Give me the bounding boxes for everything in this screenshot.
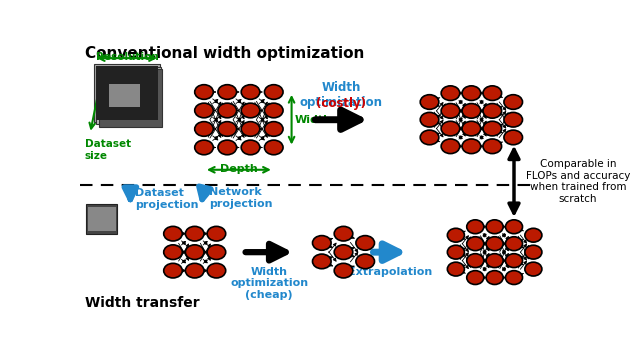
Ellipse shape [218,140,237,155]
FancyBboxPatch shape [94,64,160,122]
Ellipse shape [207,263,226,278]
Text: Dataset
projection: Dataset projection [135,188,198,210]
Ellipse shape [264,103,283,118]
Text: Conventional width optimization: Conventional width optimization [84,46,364,61]
FancyBboxPatch shape [96,67,161,124]
Ellipse shape [356,236,374,250]
Ellipse shape [241,122,260,136]
Ellipse shape [483,86,502,100]
Ellipse shape [312,236,331,250]
Ellipse shape [264,85,283,99]
FancyBboxPatch shape [86,204,117,234]
Ellipse shape [334,226,353,241]
Ellipse shape [334,245,353,260]
Ellipse shape [525,262,542,276]
Ellipse shape [164,263,182,278]
Ellipse shape [264,140,283,155]
Ellipse shape [483,121,502,136]
Ellipse shape [525,228,542,242]
Ellipse shape [312,254,331,269]
Ellipse shape [447,228,465,242]
Ellipse shape [504,130,522,145]
Ellipse shape [420,112,439,127]
Ellipse shape [441,139,460,153]
Text: Depth: Depth [220,164,258,174]
Ellipse shape [195,122,213,136]
Ellipse shape [483,104,502,118]
Ellipse shape [486,237,503,251]
Ellipse shape [462,104,481,118]
Ellipse shape [195,85,213,99]
Ellipse shape [186,245,204,260]
Text: Resolution: Resolution [95,52,158,62]
Ellipse shape [186,226,204,241]
Ellipse shape [467,237,484,251]
Ellipse shape [447,245,465,259]
Ellipse shape [525,245,542,259]
Ellipse shape [441,104,460,118]
Text: Comparable in
FLOPs and accuracy
when trained from
scratch: Comparable in FLOPs and accuracy when tr… [525,159,630,204]
Ellipse shape [241,85,260,99]
Ellipse shape [334,263,353,278]
Text: Width: Width [294,115,332,125]
Ellipse shape [504,112,522,127]
Text: (costly): (costly) [316,96,366,110]
Ellipse shape [504,95,522,109]
Ellipse shape [264,122,283,136]
FancyBboxPatch shape [109,84,140,107]
Ellipse shape [207,226,226,241]
Ellipse shape [486,220,503,234]
Ellipse shape [441,121,460,136]
Text: Network
projection: Network projection [209,188,272,209]
Ellipse shape [164,226,182,241]
Ellipse shape [462,121,481,136]
Ellipse shape [241,140,260,155]
Ellipse shape [506,220,522,234]
Text: Width transfer: Width transfer [84,296,199,310]
Ellipse shape [218,103,237,118]
Ellipse shape [486,254,503,268]
Ellipse shape [506,271,522,284]
Ellipse shape [356,254,374,269]
Ellipse shape [467,254,484,268]
Text: Width
optimization
(cheap): Width optimization (cheap) [230,267,308,300]
FancyBboxPatch shape [95,66,158,120]
Ellipse shape [164,245,182,260]
Ellipse shape [420,130,439,145]
Ellipse shape [195,103,213,118]
Ellipse shape [218,85,237,99]
Text: Width
optimization: Width optimization [300,81,383,109]
Ellipse shape [467,271,484,284]
Ellipse shape [506,237,522,251]
Text: Extrapolation: Extrapolation [348,267,432,277]
Text: Dataset
size: Dataset size [84,139,131,161]
Ellipse shape [195,140,213,155]
Ellipse shape [483,139,502,153]
FancyBboxPatch shape [99,69,162,127]
Ellipse shape [218,122,237,136]
Ellipse shape [420,95,439,109]
Ellipse shape [462,86,481,100]
Ellipse shape [486,271,503,284]
Ellipse shape [506,254,522,268]
Ellipse shape [447,262,465,276]
Ellipse shape [241,103,260,118]
Ellipse shape [462,139,481,153]
Ellipse shape [186,263,204,278]
FancyBboxPatch shape [88,207,116,231]
Ellipse shape [467,220,484,234]
Ellipse shape [207,245,226,260]
Ellipse shape [441,86,460,100]
